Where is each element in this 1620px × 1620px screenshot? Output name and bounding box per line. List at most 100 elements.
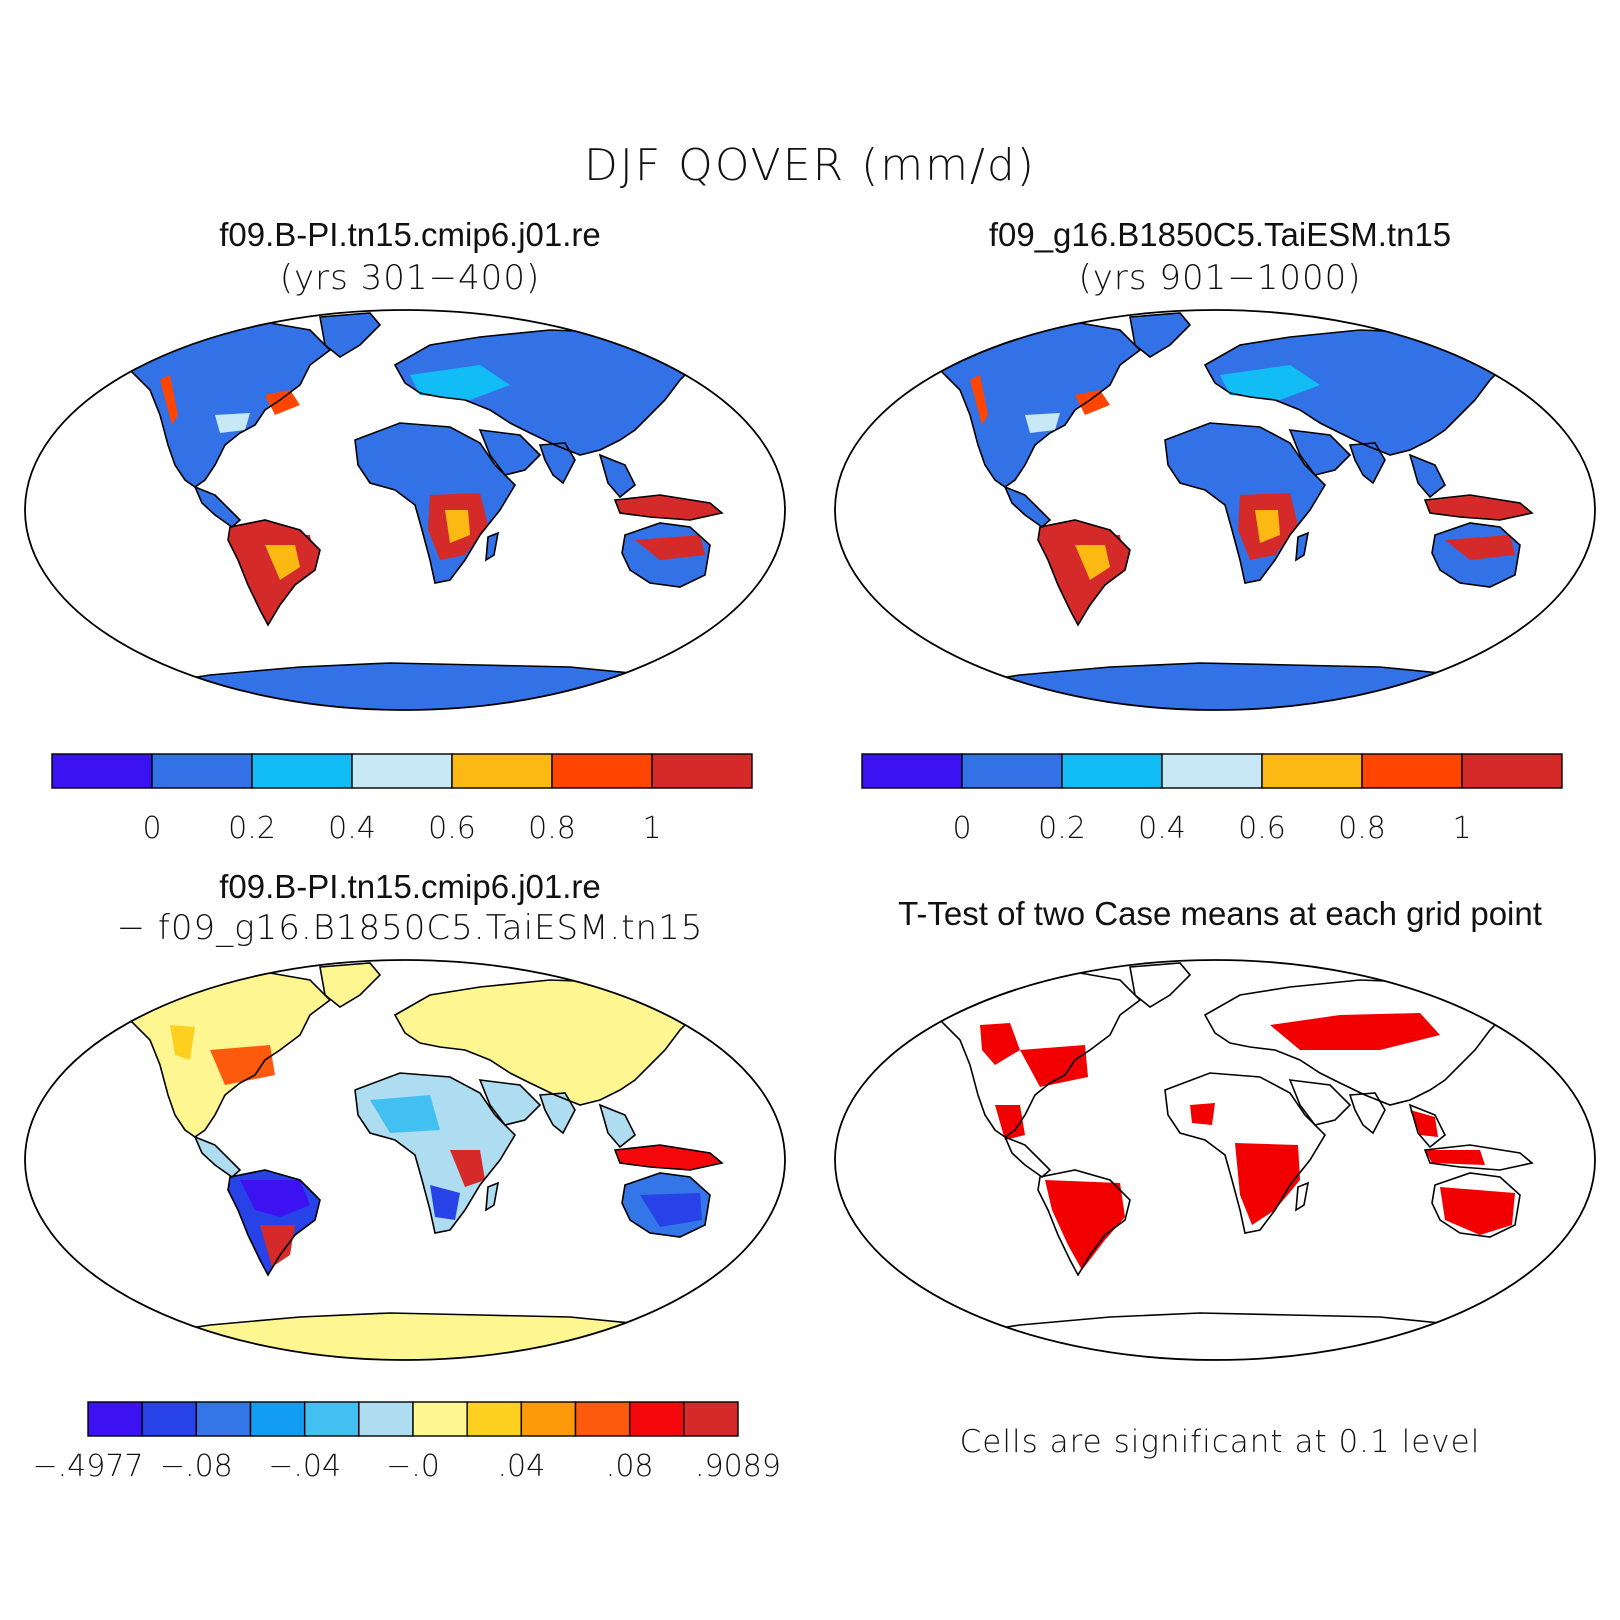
field-patch: [265, 545, 300, 580]
map-border: [834, 959, 1596, 1361]
coastline: [1408, 453, 1447, 499]
coastline: [143, 662, 702, 710]
land-madagascar: [486, 1183, 498, 1210]
coastline: [1003, 485, 1052, 529]
coastline: [598, 1103, 637, 1149]
colorbar-box: [574, 1401, 631, 1437]
panel4-title: T-Test of two Case means at each grid po…: [898, 895, 1542, 932]
land-india: [540, 443, 575, 483]
coastline: [354, 422, 517, 584]
land-arabia: [480, 430, 540, 475]
coastline: [1348, 1092, 1386, 1135]
coastline: [538, 1092, 576, 1135]
land-greenland: [1130, 963, 1190, 1007]
colorbar-box: [961, 753, 1063, 789]
coastline: [478, 1079, 542, 1126]
colorbar-box: [251, 753, 353, 789]
field-patch: [635, 535, 705, 560]
land-eurasia: [395, 330, 700, 455]
colorbar-box: [451, 753, 553, 789]
land-greenland: [320, 313, 380, 357]
colorbar-box: [551, 753, 653, 789]
significant-cells: [1425, 1150, 1485, 1165]
land-centralAmerica: [195, 487, 240, 527]
field-patch: [265, 390, 300, 415]
colorbar-box: [412, 1401, 468, 1437]
significant-cells: [995, 1105, 1025, 1140]
coastline: [1408, 1103, 1447, 1149]
colorbar-label: 0: [952, 811, 971, 842]
land-centralAmerica: [1005, 487, 1050, 527]
land-madagascar: [486, 533, 498, 560]
field-patch: [1255, 510, 1280, 543]
colorbar-box: [683, 1401, 739, 1437]
significant-cells: [1270, 1013, 1440, 1050]
coastline: [1431, 1172, 1521, 1238]
field-patch: [1075, 390, 1110, 415]
coastline: [538, 442, 576, 485]
ttest-note: Cells are significant at 0.1 level: [959, 1424, 1481, 1460]
coastline: [485, 1181, 500, 1212]
coastline: [227, 519, 321, 627]
map-panel-1: [24, 309, 786, 711]
land-centralAmerica: [1005, 1137, 1050, 1177]
coastline: [103, 322, 332, 488]
coastline: [1037, 519, 1131, 627]
coastline: [1288, 1079, 1352, 1126]
coastline: [913, 972, 1142, 1138]
coastline: [1423, 494, 1534, 521]
coastline: [1037, 1169, 1131, 1277]
coastline: [953, 1312, 1512, 1360]
land-northAmerica: [105, 323, 330, 487]
main-title: DJF QOVER (mm/d): [584, 140, 1036, 191]
coastline: [485, 531, 500, 562]
colorbar-box: [358, 1401, 414, 1437]
land-madagascar: [1296, 533, 1308, 560]
panel1-title: f09.B-PI.tn15.cmip6.j01.re: [219, 216, 601, 253]
field-patch: [260, 1225, 295, 1267]
coastline: [319, 962, 382, 1008]
colorbar-label: 1: [642, 811, 661, 842]
colorbar-box: [1361, 753, 1463, 789]
colorbar-box: [351, 753, 453, 789]
coastline: [1423, 1144, 1534, 1171]
colorbar-box: [249, 1401, 306, 1437]
colorbar-label: 0.8: [528, 811, 576, 842]
coastline: [478, 429, 542, 476]
coastline: [1288, 429, 1352, 476]
colorbar-box: [195, 1401, 252, 1437]
field-patch: [410, 365, 510, 400]
panel3-title: f09.B-PI.tn15.cmip6.j01.re: [219, 868, 601, 905]
coastline: [621, 1172, 711, 1238]
land-india: [1350, 1093, 1385, 1133]
colorbar-box: [466, 1401, 523, 1437]
coastline: [613, 1144, 724, 1171]
map-border: [24, 959, 786, 1361]
field-patch: [450, 1150, 485, 1187]
colorbar-label: 0.2: [1038, 811, 1086, 842]
colorbar-label: 0.4: [1138, 811, 1186, 842]
colorbar-box: [151, 753, 253, 789]
colorbar-box: [520, 1401, 577, 1437]
colorbar-label: 0.4: [328, 811, 376, 842]
field-patch: [215, 413, 250, 433]
coastline: [1295, 531, 1310, 562]
land-seAsia: [1410, 455, 1445, 497]
colorbar-label: 0: [142, 811, 161, 842]
colorbar-box: [628, 1401, 685, 1437]
coastline: [103, 972, 332, 1138]
colorbar-label: 0.8: [1338, 811, 1386, 842]
significant-cells: [1020, 1045, 1088, 1087]
land-seAsia: [600, 455, 635, 497]
coastline: [1003, 1135, 1052, 1179]
colorbar-panel-3: −.4977 −.08 −.04 −.0 .04 .08 .9089: [32, 1401, 781, 1484]
field-patch: [240, 1180, 310, 1217]
significant-cells: [1235, 1143, 1300, 1225]
coastline: [143, 1312, 702, 1360]
coastline: [598, 453, 637, 499]
land-northAmerica: [915, 323, 1140, 487]
field-patch: [160, 375, 178, 425]
field-patch: [1220, 365, 1320, 400]
panel3-subtitle: − f09_g16.B1850C5.TaiESM.tn15: [116, 908, 704, 948]
field-patch: [170, 1025, 195, 1060]
